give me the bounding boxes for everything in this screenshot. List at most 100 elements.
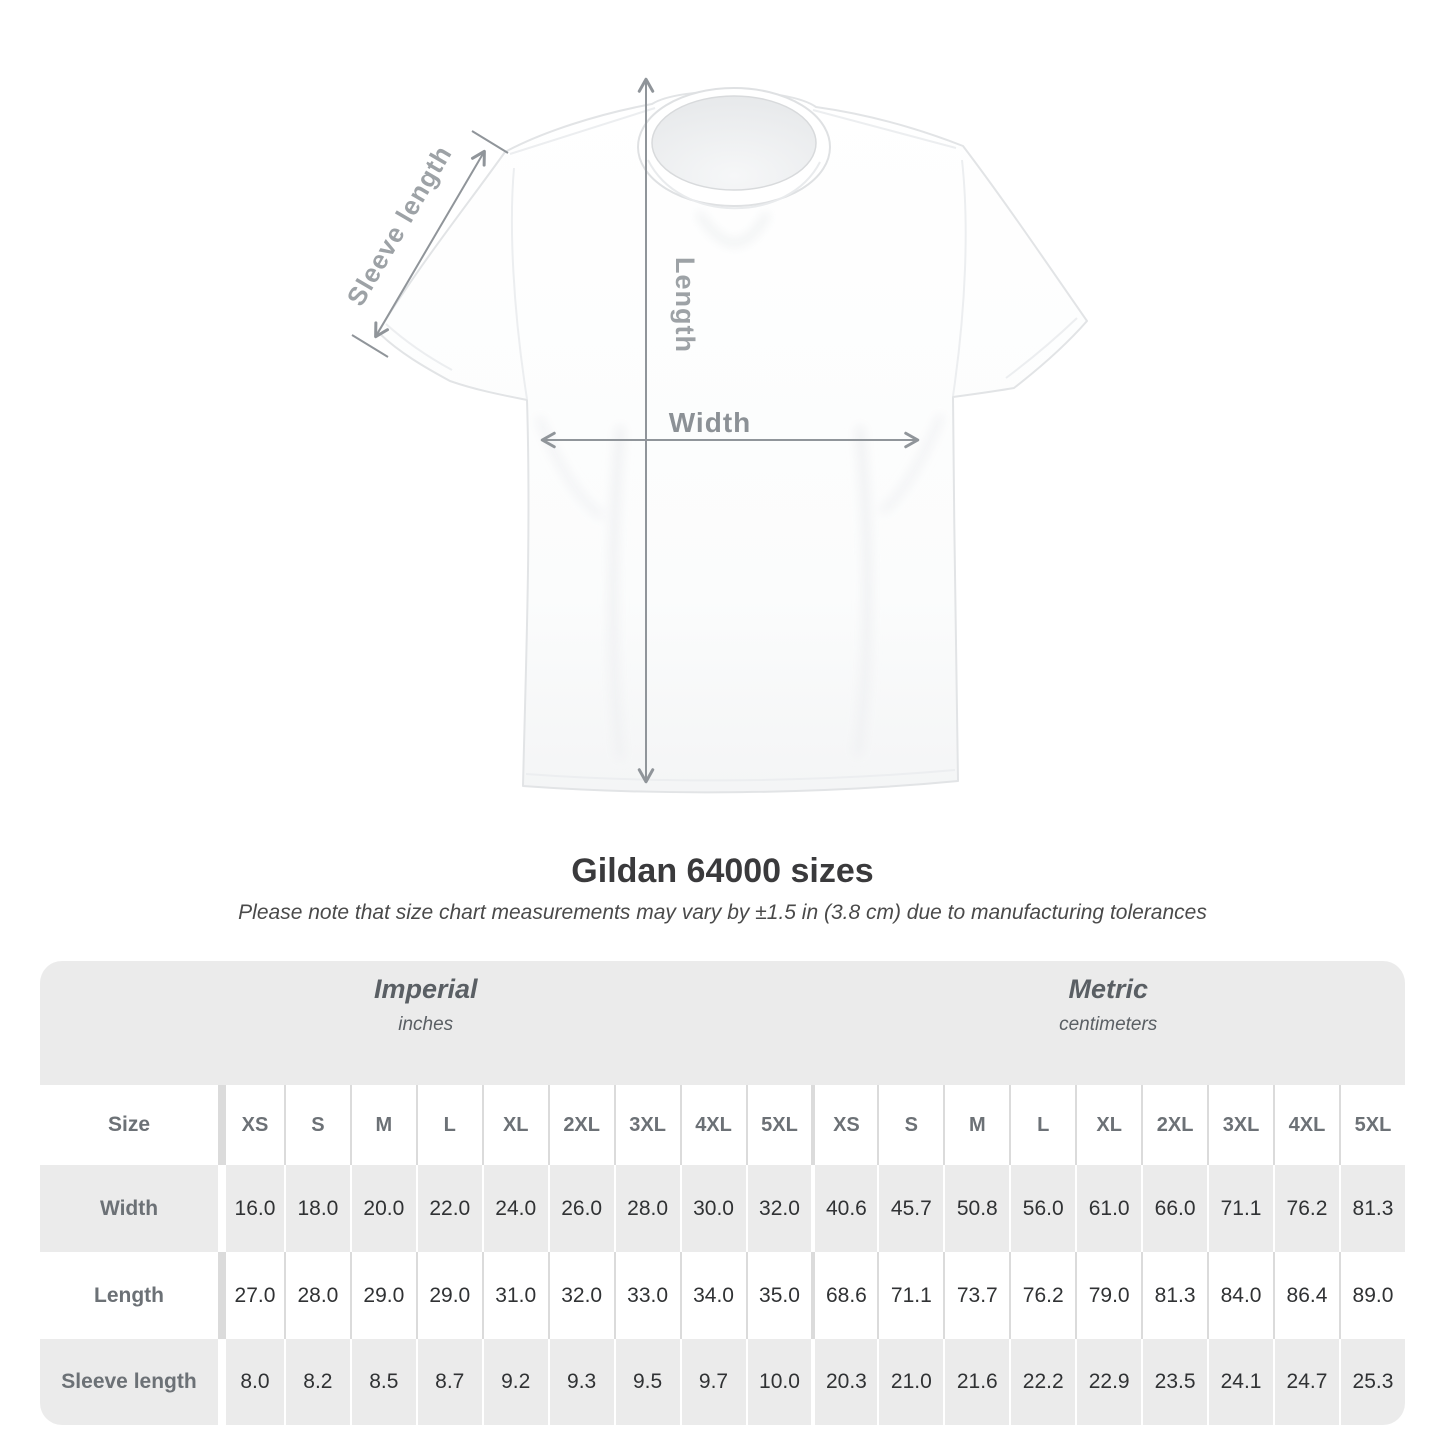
size-table: Imperial inches Metric centimeters Size …	[40, 961, 1405, 1425]
value-imperial-sleeve-length-3xl: 9.5	[613, 1339, 680, 1425]
size-header-row: Size XS S M L XL 2XL 3XL 4XL 5XL XS S M L XL 2XL 3XL 4XL…	[40, 1085, 1405, 1165]
value-imperial-sleeve-length-xl: 9.2	[481, 1339, 548, 1425]
value-metric-sleeve-length-xs: 20.3	[811, 1339, 877, 1425]
value-metric-length-xs: 68.6	[811, 1252, 877, 1339]
unit-group-header-row: Imperial inches Metric centimeters	[40, 961, 1405, 1085]
value-imperial-width-s: 18.0	[283, 1165, 350, 1252]
size-col-header-metric-m: M	[943, 1085, 1009, 1165]
value-imperial-length-s: 28.0	[283, 1252, 350, 1339]
value-metric-sleeve-length-2xl: 23.5	[1141, 1339, 1207, 1425]
value-imperial-width-l: 22.0	[415, 1165, 482, 1252]
value-metric-length-3xl: 84.0	[1207, 1252, 1273, 1339]
sleeve-arrow-start-tick	[471, 130, 509, 154]
value-metric-width-2xl: 66.0	[1141, 1165, 1207, 1252]
size-row-label: Size	[107, 1113, 151, 1136]
value-imperial-length-5xl: 35.0	[745, 1252, 812, 1339]
value-metric-width-3xl: 71.1	[1207, 1165, 1273, 1252]
collar	[637, 87, 831, 210]
size-col-header-metric-4xl: 4XL	[1273, 1085, 1339, 1165]
value-imperial-sleeve-length-s: 8.2	[283, 1339, 350, 1425]
metric-group-subtitle: centimeters	[1059, 1014, 1158, 1035]
measurement-arrows	[351, 77, 920, 784]
value-imperial-length-4xl: 34.0	[679, 1252, 746, 1339]
size-col-header-imperial-4xl: 4XL	[679, 1085, 746, 1165]
value-metric-length-s: 71.1	[877, 1252, 943, 1339]
size-col-header-metric-s: S	[877, 1085, 943, 1165]
value-imperial-width-xl: 24.0	[481, 1165, 548, 1252]
size-col-header-metric-2xl: 2XL	[1141, 1085, 1207, 1165]
size-col-header-imperial-m: M	[349, 1085, 416, 1165]
value-metric-width-5xl: 81.3	[1338, 1165, 1405, 1252]
sleeve-length-arrow	[374, 149, 486, 339]
width-row: Width 16.0 18.0 20.0 22.0 24.0 26.0 28.0 30.0 32…	[40, 1165, 1405, 1252]
value-metric-length-m: 73.7	[943, 1252, 1009, 1339]
size-col-header-imperial-2xl: 2XL	[547, 1085, 614, 1165]
imperial-group-header: Imperial inches	[40, 961, 812, 1085]
size-col-header-metric-3xl: 3XL	[1207, 1085, 1273, 1165]
metric-group-title: Metric	[1068, 974, 1148, 1004]
value-imperial-length-2xl: 32.0	[547, 1252, 614, 1339]
value-imperial-length-l: 29.0	[415, 1252, 482, 1339]
value-imperial-length-xl: 31.0	[481, 1252, 548, 1339]
value-imperial-sleeve-length-m: 8.5	[349, 1339, 416, 1425]
value-imperial-width-5xl: 32.0	[745, 1165, 812, 1252]
value-metric-width-s: 45.7	[877, 1165, 943, 1252]
value-imperial-length-3xl: 33.0	[613, 1252, 680, 1339]
imperial-group-subtitle: inches	[398, 1014, 454, 1035]
value-imperial-width-4xl: 30.0	[679, 1165, 746, 1252]
value-imperial-length-xs: 27.0	[218, 1252, 284, 1339]
tshirt-measurement-diagram: Sleeve length Length Width	[341, 77, 1088, 794]
size-col-header-imperial-5xl: 5XL	[745, 1085, 812, 1165]
value-metric-length-4xl: 86.4	[1273, 1252, 1339, 1339]
value-metric-length-xl: 79.0	[1075, 1252, 1141, 1339]
value-metric-width-4xl: 76.2	[1273, 1165, 1339, 1252]
size-col-header-imperial-l: L	[415, 1085, 482, 1165]
size-col-header-metric-l: L	[1009, 1085, 1075, 1165]
value-metric-length-l: 76.2	[1009, 1252, 1075, 1339]
value-imperial-sleeve-length-xs: 8.0	[218, 1339, 284, 1425]
size-col-header-imperial-3xl: 3XL	[613, 1085, 680, 1165]
length-row-label: Length	[94, 1283, 164, 1307]
value-metric-sleeve-length-l: 22.2	[1009, 1339, 1075, 1425]
value-metric-width-l: 56.0	[1009, 1165, 1075, 1252]
value-imperial-length-m: 29.0	[349, 1252, 416, 1339]
length-label: Length	[670, 257, 700, 353]
value-imperial-width-3xl: 28.0	[613, 1165, 680, 1252]
value-metric-width-m: 50.8	[943, 1165, 1009, 1252]
width-row-label: Width	[99, 1196, 159, 1220]
value-imperial-sleeve-length-2xl: 9.3	[547, 1339, 614, 1425]
size-col-header-imperial-s: S	[283, 1085, 350, 1165]
size-col-header-imperial-xl: XL	[481, 1085, 548, 1165]
value-imperial-sleeve-length-5xl: 10.0	[745, 1339, 812, 1425]
size-col-header-metric-xs: XS	[811, 1085, 877, 1165]
value-metric-width-xl: 61.0	[1075, 1165, 1141, 1252]
width-label: Width	[669, 407, 752, 438]
value-imperial-sleeve-length-l: 8.7	[415, 1339, 482, 1425]
length-row: Length 27.0 28.0 29.0 29.0 31.0 32.0 33.0 34.0 3…	[40, 1252, 1405, 1339]
size-col-header-metric-xl: XL	[1075, 1085, 1141, 1165]
value-metric-sleeve-length-5xl: 25.3	[1338, 1339, 1405, 1425]
value-imperial-width-m: 20.0	[349, 1165, 416, 1252]
value-imperial-width-xs: 16.0	[218, 1165, 284, 1252]
value-metric-sleeve-length-4xl: 24.7	[1273, 1339, 1339, 1425]
fabric-folds	[536, 211, 944, 760]
value-metric-sleeve-length-s: 21.0	[877, 1339, 943, 1425]
value-metric-sleeve-length-m: 21.6	[943, 1339, 1009, 1425]
sleeve-length-row: Sleeve length 8.0 8.2 8.5 8.7 9.2 9.3 9.5 9.7 10…	[40, 1339, 1405, 1425]
value-imperial-width-2xl: 26.0	[547, 1165, 614, 1252]
value-metric-sleeve-length-3xl: 24.1	[1207, 1339, 1273, 1425]
value-metric-length-2xl: 81.3	[1141, 1252, 1207, 1339]
size-col-header-metric-5xl: 5XL	[1338, 1085, 1405, 1165]
value-metric-width-xs: 40.6	[811, 1165, 877, 1252]
tolerance-note: Please note that size chart measurements…	[238, 901, 1207, 924]
page-title: Gildan 64000 sizes	[571, 852, 874, 890]
tshirt-illustration: Sleeve length Length Width	[341, 77, 1088, 794]
sleeve-arrow-end-tick	[351, 334, 389, 358]
metric-group-header: Metric centimeters	[811, 961, 1405, 1085]
value-metric-sleeve-length-xl: 22.9	[1075, 1339, 1141, 1425]
sleeve-length-row-label: Sleeve length	[61, 1370, 197, 1393]
imperial-group-title: Imperial	[373, 974, 478, 1004]
value-imperial-sleeve-length-4xl: 9.7	[679, 1339, 746, 1425]
size-col-header-imperial-xs: XS	[218, 1085, 284, 1165]
